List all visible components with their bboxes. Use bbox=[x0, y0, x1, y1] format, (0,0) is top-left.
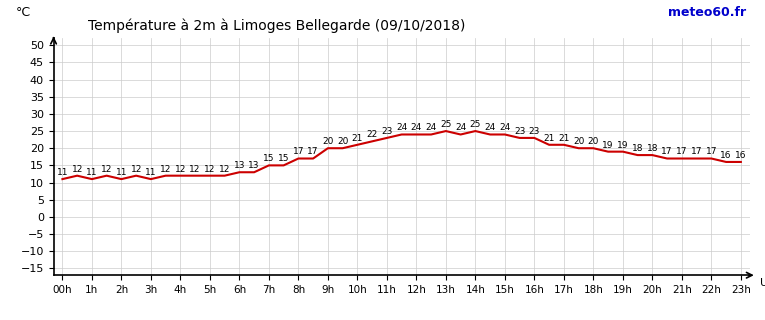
Text: 21: 21 bbox=[543, 134, 555, 143]
Text: 17: 17 bbox=[662, 148, 673, 156]
Text: 12: 12 bbox=[160, 164, 171, 174]
Text: UTC: UTC bbox=[760, 277, 765, 288]
Text: 17: 17 bbox=[293, 148, 304, 156]
Text: 19: 19 bbox=[617, 140, 629, 149]
Text: 23: 23 bbox=[514, 127, 526, 136]
Text: 23: 23 bbox=[529, 127, 540, 136]
Text: 12: 12 bbox=[131, 164, 142, 174]
Text: 12: 12 bbox=[204, 164, 216, 174]
Text: 21: 21 bbox=[352, 134, 363, 143]
Text: 15: 15 bbox=[263, 154, 275, 163]
Text: 12: 12 bbox=[174, 164, 186, 174]
Text: 12: 12 bbox=[71, 164, 83, 174]
Text: 20: 20 bbox=[322, 137, 334, 146]
Text: 11: 11 bbox=[57, 168, 68, 177]
Text: 21: 21 bbox=[558, 134, 570, 143]
Text: 24: 24 bbox=[500, 124, 510, 132]
Text: 25: 25 bbox=[440, 120, 451, 129]
Text: °C: °C bbox=[15, 6, 31, 20]
Text: 22: 22 bbox=[366, 130, 378, 139]
Text: 19: 19 bbox=[602, 140, 614, 149]
Text: 23: 23 bbox=[381, 127, 392, 136]
Text: 13: 13 bbox=[249, 161, 260, 170]
Text: 24: 24 bbox=[411, 124, 422, 132]
Text: 12: 12 bbox=[101, 164, 112, 174]
Text: 17: 17 bbox=[676, 148, 688, 156]
Text: 11: 11 bbox=[116, 168, 127, 177]
Text: 24: 24 bbox=[396, 124, 407, 132]
Text: 13: 13 bbox=[233, 161, 245, 170]
Text: 24: 24 bbox=[425, 124, 437, 132]
Text: 24: 24 bbox=[455, 124, 466, 132]
Text: 17: 17 bbox=[691, 148, 702, 156]
Text: 17: 17 bbox=[308, 148, 319, 156]
Text: 12: 12 bbox=[190, 164, 201, 174]
Text: 16: 16 bbox=[721, 151, 732, 160]
Text: 20: 20 bbox=[573, 137, 584, 146]
Text: 25: 25 bbox=[470, 120, 481, 129]
Text: 18: 18 bbox=[632, 144, 643, 153]
Text: 24: 24 bbox=[484, 124, 496, 132]
Text: 20: 20 bbox=[337, 137, 348, 146]
Text: 18: 18 bbox=[646, 144, 658, 153]
Text: 16: 16 bbox=[735, 151, 747, 160]
Text: 11: 11 bbox=[145, 168, 157, 177]
Text: 11: 11 bbox=[86, 168, 98, 177]
Text: 17: 17 bbox=[705, 148, 717, 156]
Text: 20: 20 bbox=[588, 137, 599, 146]
Text: Température à 2m à Limoges Bellegarde (09/10/2018): Température à 2m à Limoges Bellegarde (0… bbox=[88, 19, 466, 33]
Text: 12: 12 bbox=[219, 164, 230, 174]
Text: meteo60.fr: meteo60.fr bbox=[668, 6, 746, 20]
Text: 15: 15 bbox=[278, 154, 289, 163]
